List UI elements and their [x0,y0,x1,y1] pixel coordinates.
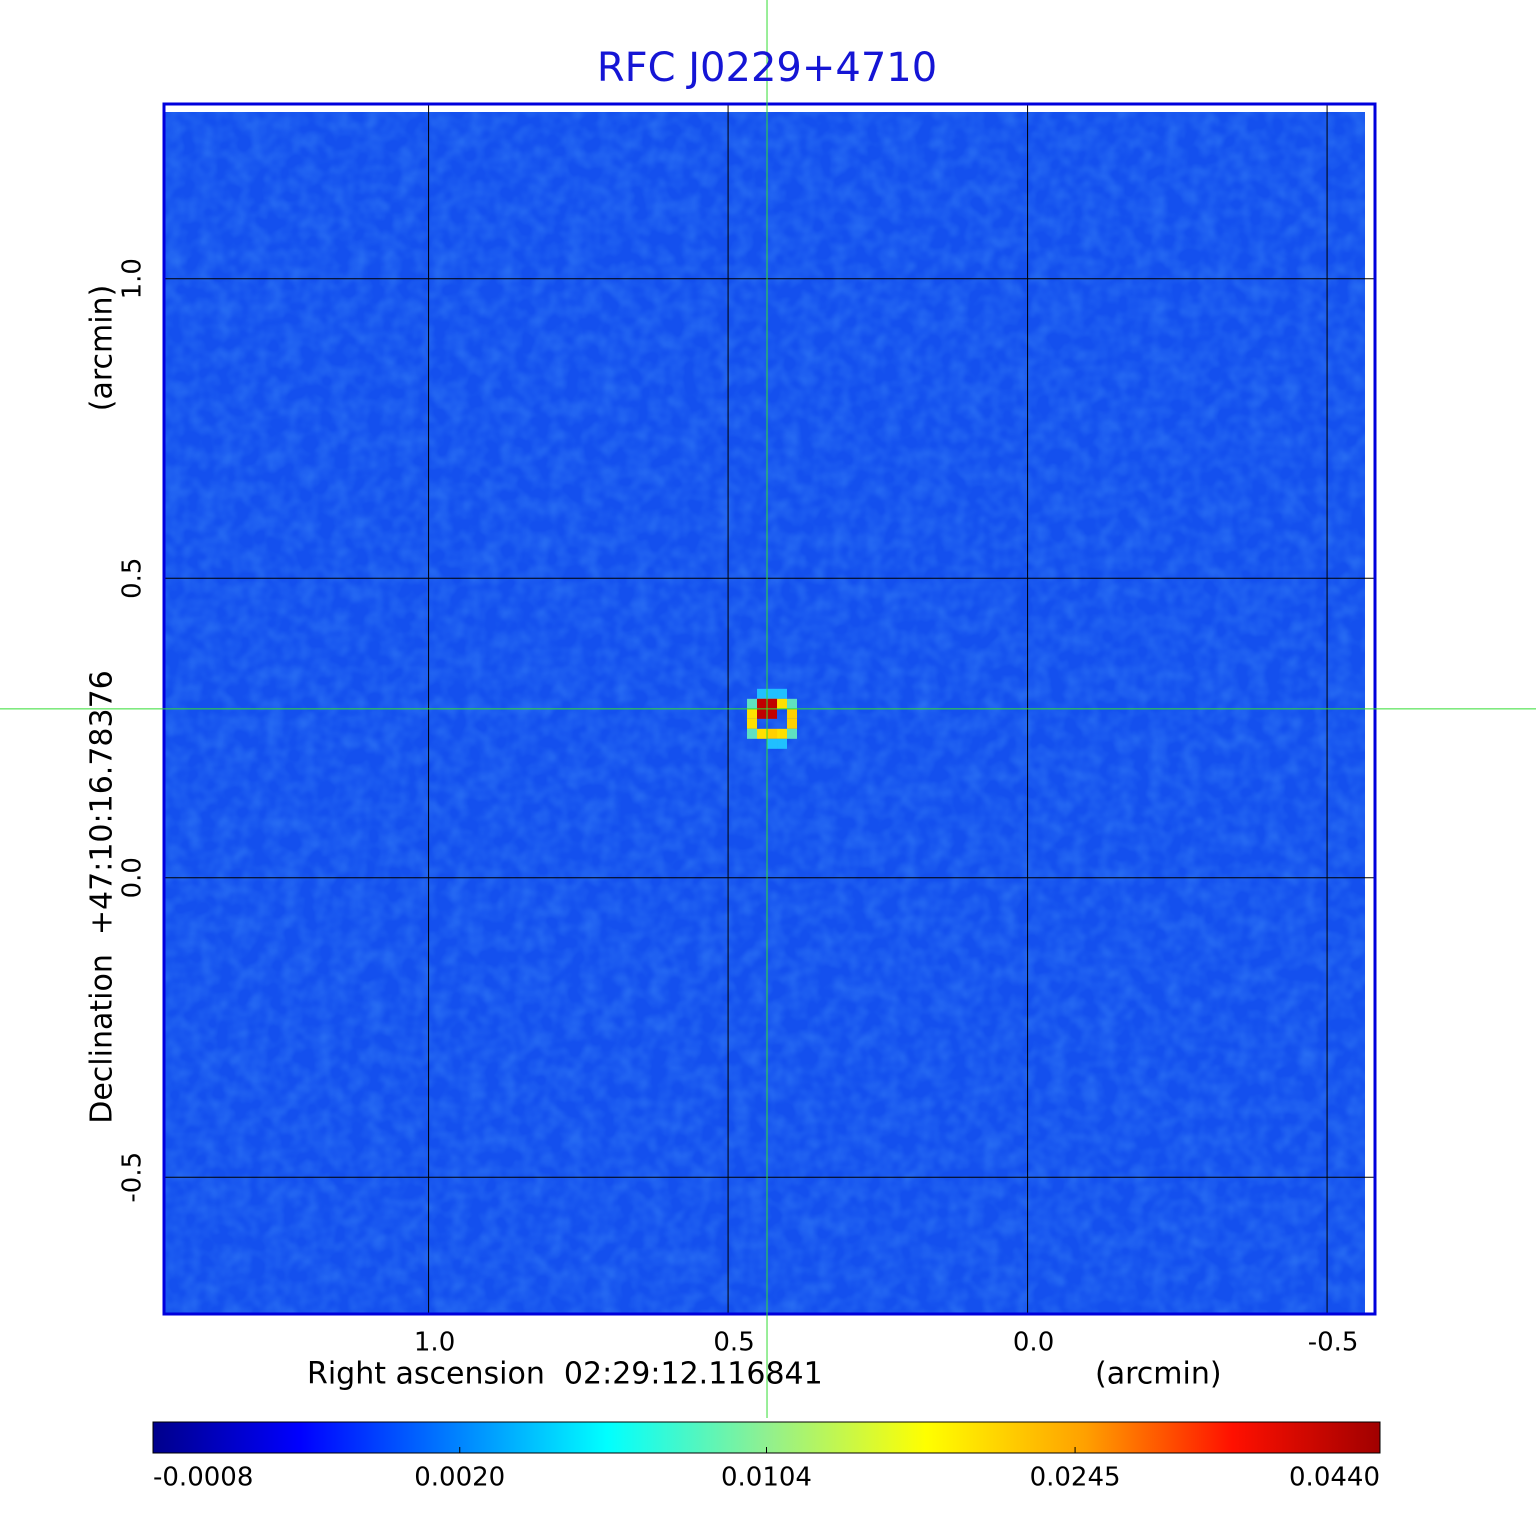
x-tick-label: 0.0 [1013,1328,1054,1358]
x-axis-label: Right ascension 02:29:12.116841 [307,1357,823,1392]
crosshair [0,0,1536,1418]
source-halo [767,728,778,739]
x-tick-label: 1.0 [414,1328,455,1358]
colorbar-tick-label: 0.0104 [721,1463,812,1493]
y-axis-unit: (arcmin) [85,285,120,412]
y-tick-label: 1.0 [118,258,148,299]
source-halo [767,688,778,699]
chart-title: RFC J0229+4710 [597,45,937,91]
source-halo [787,698,798,709]
colorbar-tick-label: 0.0245 [1030,1463,1121,1493]
source-halo [787,728,798,739]
source-halo [787,718,798,729]
colorbar-tick-label: 0.0440 [1289,1463,1380,1493]
y-tick-label: 0.0 [118,857,148,898]
x-tick-label: 0.5 [713,1328,754,1358]
colorbar-tick-label: -0.0008 [153,1463,253,1493]
x-axis-unit: (arcmin) [1095,1357,1222,1392]
source-halo [757,728,768,739]
source-halo [747,718,758,729]
y-axis-label: Declination +47:10:16.78376 [85,670,120,1124]
source [747,688,798,749]
x-tick-label: -0.5 [1308,1328,1359,1358]
source-halo [777,728,788,739]
source-halo [747,708,758,719]
source-halo [777,698,788,709]
y-tick-label: 0.5 [118,558,148,599]
source-halo [787,708,798,719]
source-halo [767,738,778,749]
colorbar-tick-label: 0.0020 [414,1463,505,1493]
source-halo [777,688,788,699]
source-halo [747,728,758,739]
source-halo [747,698,758,709]
source-halo [757,688,768,699]
source-halo [777,738,788,749]
y-tick-label: -0.5 [118,1152,148,1203]
